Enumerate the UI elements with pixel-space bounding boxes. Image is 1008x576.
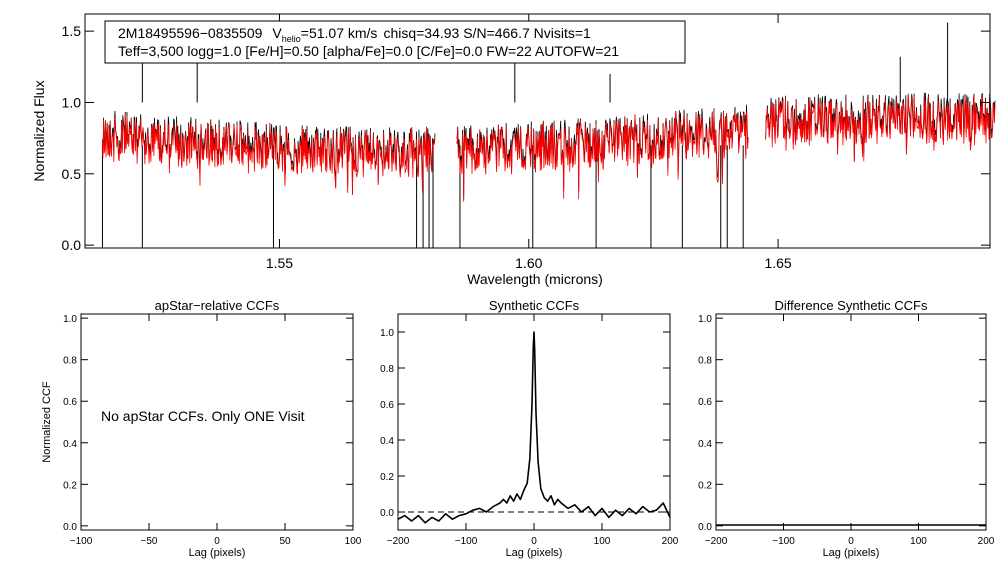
star-id: 2M18495596−0835509 [118,25,263,41]
difference-ccf-axes-frame [715,313,987,531]
y-tick-label: 0.5 [62,166,82,182]
difference-ccf-panel: −200 −100 0 100 200 0.0 0.2 0.4 0.6 0.8 1.0 Differ… [698,298,995,559]
x-tick-label: 0 [214,536,220,547]
x-tick-label: 1.65 [764,255,791,271]
apstar-ccf-ticks: −100 −50 0 50 100 0.0 0.2 0.4 0.6 0.8 1.0 [63,314,362,547]
spectrum-xlabel: Wavelength (microns) [467,271,603,287]
vhelio-sub: helio [282,34,301,44]
x-tick-label: 100 [910,536,927,547]
y-tick-label: 1.0 [63,314,77,325]
vhelio-prefix: V [272,25,282,41]
spectrum-ylabel: Normalized Flux [31,80,47,181]
y-tick-label: 0.6 [380,400,394,411]
x-tick-label: −100 [70,536,93,547]
synthetic-ccf-ticks: −200 −100 0 100 200 0.0 0.2 0.4 0.6 0.8 1.0 [380,314,679,547]
x-tick-label: 100 [345,536,362,547]
x-tick-label: 1.55 [266,255,293,271]
synthetic-ccf-panel: −200 −100 0 100 200 0.0 0.2 0.4 0.6 0.8 1.0 Synthe… [380,298,679,559]
synthetic-spectrum-line [102,114,436,195]
y-tick-label: 0.2 [380,472,394,483]
synthetic-spectrum-line [456,109,749,202]
x-tick-label: −200 [387,536,410,547]
y-tick-label: 0.8 [63,356,77,367]
x-tick-label: −50 [141,536,158,547]
synthetic-ccf-line [397,331,671,524]
x-tick-label: −200 [705,536,728,547]
apstar-ccf-title: apStar−relative CCFs [155,298,280,313]
vhelio-value: =51.07 km/s [301,25,378,41]
y-tick-label: 0.0 [63,522,77,533]
x-tick-label: 100 [594,536,611,547]
y-tick-label: 0.6 [63,397,77,408]
y-tick-label: 0.0 [380,508,394,519]
x-tick-label: 200 [978,536,995,547]
info-line-2: Teff=3,500 logg=1.0 [Fe/H]=0.50 [alpha/F… [118,43,619,59]
apstar-ccf-axes-frame [80,313,354,531]
spectrum-panel: 1.55 1.60 1.65 0.0 0.5 1.0 1.5 Wavelength (mic… [31,13,996,287]
apstar-ccf-annotation: No apStar CCFs. Only ONE Visit [101,408,305,424]
x-tick-label: 0 [848,536,854,547]
difference-ccf-xlabel: Lag (pixels) [823,547,880,559]
y-tick-label: 0.8 [698,356,712,367]
synthetic-spectrum-series [102,93,996,202]
info-box-frame [104,20,686,64]
y-tick-label: 1.0 [380,328,394,339]
y-tick-label: 0.4 [380,436,394,447]
info-line-1: 2M18495596−0835509 Vhelio=51.07 km/s chisq… [118,25,591,44]
apstar-ccf-panel: −100 −50 0 50 100 0.0 0.2 0.4 0.6 0.8 1.0 apStar−r… [41,298,362,559]
synthetic-ccf-title: Synthetic CCFs [489,298,580,313]
difference-ccf-ticks: −200 −100 0 100 200 0.0 0.2 0.4 0.6 0.8 1.0 [698,314,995,547]
x-tick-label: 50 [279,536,291,547]
x-tick-label: 0 [531,536,537,547]
spectrum-axes-frame [84,13,991,249]
y-tick-label: 0.2 [698,480,712,491]
x-tick-label: −100 [772,536,795,547]
spectrum-info-box: 2M18495596−0835509 Vhelio=51.07 km/s chisq… [104,20,686,64]
y-tick-label: 0.8 [380,364,394,375]
x-tick-label: 1.60 [515,255,542,271]
synthetic-ccf-xlabel: Lag (pixels) [506,547,563,559]
x-tick-label: −100 [455,536,478,547]
y-tick-label: 0.4 [698,439,712,450]
y-tick-label: 0.6 [698,397,712,408]
apstar-ccf-ylabel: Normalized CCF [41,381,53,463]
y-tick-label: 1.5 [62,23,82,39]
spectrum-ticks: 1.55 1.60 1.65 0.0 0.5 1.0 1.5 [62,14,990,271]
y-tick-label: 0.0 [698,522,712,533]
y-tick-label: 1.0 [698,314,712,325]
difference-ccf-title: Difference Synthetic CCFs [775,298,928,313]
y-tick-label: 1.0 [62,94,82,110]
y-tick-label: 0.4 [63,439,77,450]
synthetic-ccf-axes-frame [397,313,671,531]
y-tick-label: 0.2 [63,480,77,491]
y-tick-label: 0.0 [62,237,82,253]
x-tick-label: 200 [662,536,679,547]
fit-stats: chisq=34.93 S/N=466.7 Nvisits=1 [383,25,591,41]
apstar-ccf-xlabel: Lag (pixels) [189,547,246,559]
synthetic-spectrum-line [765,93,996,162]
